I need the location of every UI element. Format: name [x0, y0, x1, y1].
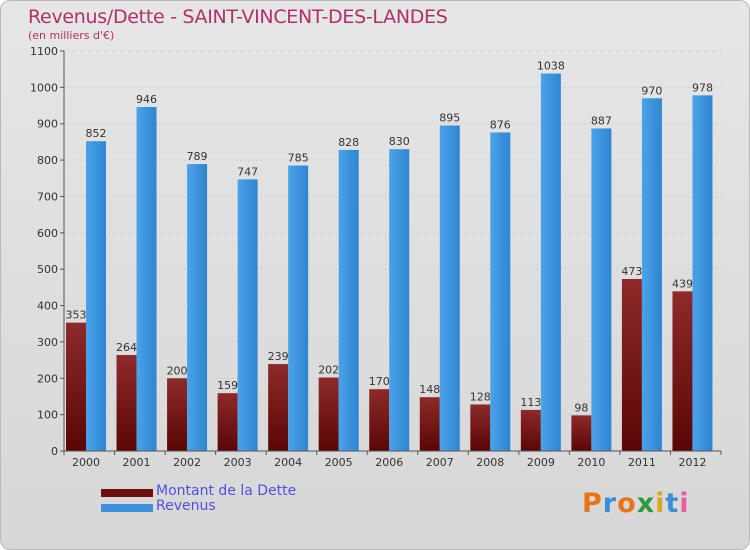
bar-dette [520, 409, 541, 451]
x-tick-label: 2010 [577, 456, 605, 469]
x-tick-label: 2003 [224, 456, 252, 469]
data-label-revenus: 876 [490, 118, 511, 131]
data-label-revenus: 895 [439, 112, 460, 125]
data-label-dette: 159 [217, 379, 238, 392]
x-tick-label: 2000 [72, 456, 100, 469]
data-label-revenus: 887 [591, 114, 612, 127]
y-tick-label: 600 [37, 227, 58, 240]
bar-dette [470, 404, 491, 451]
x-tick-label: 2012 [678, 456, 706, 469]
data-label-revenus: 1038 [537, 60, 565, 73]
bar-dette [672, 291, 693, 451]
y-tick-label: 300 [37, 336, 58, 349]
data-label-dette: 148 [419, 383, 440, 396]
x-tick-label: 2004 [274, 456, 302, 469]
proxiti-logo: Proxiti [582, 488, 690, 519]
bar-revenus [187, 164, 208, 451]
data-label-revenus: 830 [389, 135, 410, 148]
x-tick-label: 2002 [173, 456, 201, 469]
y-tick-label: 100 [37, 409, 58, 422]
x-tick-label: 2008 [476, 456, 504, 469]
bar-dette [419, 397, 440, 451]
bar-revenus [540, 73, 561, 451]
data-label-dette: 353 [66, 309, 87, 322]
data-label-revenus: 747 [237, 165, 258, 178]
data-label-dette: 200 [167, 364, 188, 377]
x-tick-label: 2011 [628, 456, 656, 469]
bar-dette [66, 322, 86, 451]
logo-letter: i [655, 488, 666, 519]
y-tick-label: 200 [37, 372, 58, 385]
bar-revenus [389, 149, 410, 451]
bar-revenus [136, 107, 157, 451]
x-tick-label: 2006 [375, 456, 403, 469]
chart-title: Revenus/Dette - SAINT-VINCENT-DES-LANDES [28, 6, 448, 28]
y-tick-label: 400 [37, 300, 58, 313]
data-label-dette: 264 [116, 341, 137, 354]
y-tick-label: 700 [37, 190, 58, 203]
bar-dette [318, 377, 339, 451]
legend-swatch-dette [101, 489, 153, 497]
bar-dette [369, 389, 390, 451]
data-label-revenus: 785 [288, 152, 309, 165]
chart-subtitle: (en milliers d'€) [28, 29, 115, 42]
bar-revenus [237, 179, 258, 451]
legend-swatch-revenus [101, 504, 153, 512]
y-tick-label: 500 [37, 263, 58, 276]
logo-letter: P [582, 488, 603, 519]
legend-label-dette: Montant de la Dette [156, 483, 297, 499]
bar-dette [571, 415, 592, 451]
y-tick-label: 1100 [30, 45, 58, 58]
bar-dette [217, 393, 238, 451]
bar-dette [116, 355, 137, 451]
data-label-dette: 239 [268, 350, 289, 363]
logo-letter: o [617, 488, 637, 519]
data-label-dette: 202 [318, 364, 339, 377]
data-label-dette: 113 [520, 396, 541, 409]
data-label-revenus: 828 [338, 136, 359, 149]
legend-label-revenus: Revenus [156, 498, 216, 514]
logo-letter: r [602, 488, 618, 519]
data-label-revenus: 789 [187, 150, 208, 163]
x-tick-label: 2009 [527, 456, 555, 469]
bar-revenus [692, 95, 713, 451]
bar-dette [621, 279, 642, 451]
bar-dette [167, 378, 188, 451]
y-tick-label: 800 [37, 154, 58, 167]
x-tick-label: 2007 [426, 456, 454, 469]
bar-revenus [86, 141, 106, 451]
data-label-dette: 473 [621, 265, 642, 278]
bar-dette [268, 364, 289, 451]
data-label-revenus: 978 [692, 81, 713, 94]
bar-revenus [591, 128, 612, 452]
bar-revenus [641, 98, 662, 451]
data-label-revenus: 970 [641, 84, 662, 97]
data-label-revenus: 852 [86, 127, 107, 140]
y-tick-label: 1000 [30, 81, 58, 94]
logo-letter: t [665, 488, 680, 519]
x-tick-label: 2001 [123, 456, 151, 469]
y-tick-label: 0 [51, 445, 58, 458]
logo-letter: x [636, 488, 656, 519]
data-label-dette: 98 [574, 401, 588, 414]
bar-revenus [439, 125, 460, 451]
data-label-dette: 439 [672, 277, 693, 290]
logo-letter: i [679, 488, 690, 519]
data-label-dette: 170 [369, 375, 390, 388]
bar-revenus [490, 132, 511, 452]
data-label-revenus: 946 [136, 93, 157, 106]
bar-revenus [338, 149, 359, 451]
y-tick-label: 900 [37, 118, 58, 131]
bar-revenus [288, 165, 309, 451]
x-tick-label: 2005 [325, 456, 353, 469]
data-label-dette: 128 [470, 390, 491, 403]
